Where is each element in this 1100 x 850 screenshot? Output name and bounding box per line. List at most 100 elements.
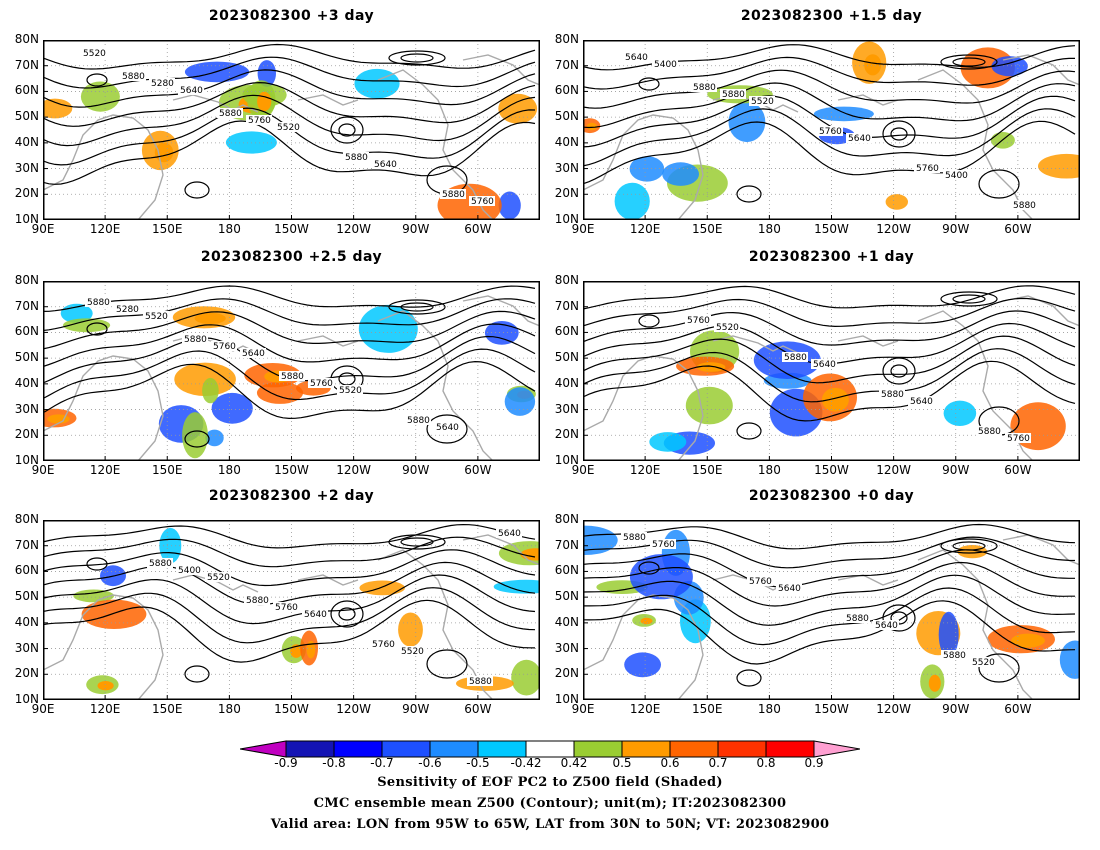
- longitude-label: 120W: [336, 463, 372, 477]
- longitude-label: 90E: [31, 702, 55, 716]
- closed-contour: [388, 50, 446, 66]
- colorbar-segment: [765, 740, 815, 758]
- contour-label-bg: [308, 378, 334, 388]
- longitude-label: 120W: [336, 702, 372, 716]
- contour-label-bg: [914, 163, 940, 173]
- contour-label-bg: [178, 85, 204, 95]
- longitude-label: 90E: [571, 222, 595, 236]
- contour-label-bg: [817, 126, 843, 136]
- closed-contour: [330, 600, 364, 628]
- colorbar-high-triangle: [813, 740, 860, 758]
- longitude-label: 120E: [629, 702, 661, 716]
- contour-label-bg: [811, 359, 837, 369]
- z500-contour: [583, 335, 1076, 384]
- contour-label-bg: [182, 334, 208, 344]
- latitude-label: 50N: [14, 589, 39, 604]
- closed-contour: [736, 669, 762, 687]
- colorbar-segment: [717, 740, 767, 758]
- latitude-label: 60N: [554, 563, 579, 578]
- contour-label: 5880: [281, 372, 304, 382]
- contour-label-bg: [621, 532, 647, 542]
- z500-contour: [583, 523, 1076, 550]
- positive-sensitivity-core: [306, 640, 316, 659]
- negative-sensitivity-area: [943, 400, 977, 426]
- contour-label: 5760: [916, 164, 939, 174]
- contour-label: 5640: [436, 423, 459, 433]
- z500-contour: [43, 360, 536, 420]
- map-panel: 5520 5640 5640 5760 5760 5880 5880 5880: [583, 281, 1080, 461]
- contour-label: 5880: [184, 335, 207, 345]
- negative-sensitivity-area: [498, 191, 521, 220]
- longitude-label: 150W: [814, 702, 849, 716]
- caption-line-1: Sensitivity of EOF PC2 to Z500 field (Sh…: [377, 775, 723, 790]
- z500-contour: [43, 523, 536, 549]
- closed-contour: [940, 54, 998, 70]
- panel-title: 2023082300 +2 day: [208, 488, 375, 504]
- latitude-label: 20N: [14, 186, 39, 201]
- colorbar-low-triangle: [240, 740, 287, 758]
- positive-sensitivity-core: [928, 674, 941, 692]
- contour-label: 5880: [693, 83, 716, 93]
- negative-sensitivity-area: [205, 429, 224, 447]
- contour-label-bg: [970, 657, 996, 667]
- z500-contour: [583, 95, 1076, 148]
- colorbar-tick-label: -0.6: [418, 756, 442, 770]
- contour-label: 5880: [246, 596, 269, 606]
- z500-contour: [43, 536, 536, 568]
- latitude-label: 50N: [554, 589, 579, 604]
- coastline: [1002, 534, 1080, 566]
- positive-sensitivity-area: [1038, 153, 1080, 179]
- latitude-label: 20N: [14, 666, 39, 681]
- contour-label-bg: [147, 558, 173, 568]
- latitude-label: 60N: [14, 324, 39, 339]
- contour-label-bg: [1011, 200, 1037, 210]
- latitude-label: 70N: [554, 298, 579, 313]
- z500-contour: [583, 600, 1076, 665]
- contour-label: 5760: [471, 197, 494, 207]
- longitude-label: 90E: [571, 463, 595, 477]
- positive-sensitivity-core: [864, 54, 882, 76]
- colorbar-tick-label: 0.7: [708, 756, 728, 770]
- latitude-label: 40N: [14, 614, 39, 629]
- contour-label-bg: [691, 82, 717, 92]
- contour-label: 5640: [778, 584, 801, 594]
- longitude-label: 90W: [942, 222, 970, 236]
- colorbar-tick-label: -0.42: [510, 756, 542, 770]
- contour-label-bg: [623, 52, 649, 62]
- contour-label: 5400: [654, 60, 677, 70]
- longitude-label: 180: [217, 702, 241, 716]
- contour-label-bg: [943, 170, 969, 180]
- z500-contour: [583, 360, 1076, 422]
- contour-label-bg: [399, 646, 425, 656]
- contour-label: 5760: [819, 127, 842, 137]
- negative-sensitivity-area: [624, 652, 661, 678]
- closed-contour: [400, 537, 434, 547]
- longitude-label: 60W: [1004, 702, 1032, 716]
- contour-label-bg: [149, 78, 175, 88]
- colorbar-segment: [669, 740, 719, 758]
- negative-sensitivity-area: [629, 554, 693, 600]
- closed-contour: [638, 314, 660, 328]
- latitude-label: 60N: [14, 563, 39, 578]
- longitude-label: 150W: [274, 463, 309, 477]
- contour-label-bg: [879, 389, 905, 399]
- contour-label: 5640: [180, 86, 203, 96]
- map-panel: 5400 5520 5640 5400 5640 5880 5760 5760 5880 5880: [583, 40, 1080, 220]
- closed-contour: [736, 185, 762, 203]
- latitude-label: 80N: [554, 32, 579, 46]
- contour-label: 5760: [248, 116, 271, 126]
- map-panel: 5520 5640 5520 5640 5400 5760 5760 5880 5880 5880: [43, 520, 540, 700]
- contour-label-bg: [205, 572, 231, 582]
- colorbar-segment: [429, 740, 479, 758]
- contour-label-bg: [685, 315, 711, 325]
- negative-sensitivity-area: [211, 392, 253, 424]
- z500-contour: [43, 94, 536, 147]
- latitude-label: 30N: [554, 160, 579, 175]
- closed-contour: [338, 607, 356, 621]
- latitude-label: 80N: [14, 32, 39, 46]
- closed-contour: [426, 649, 468, 679]
- latitude-label: 40N: [14, 375, 39, 390]
- contour-label-bg: [467, 676, 493, 686]
- contour-label: 5880: [881, 390, 904, 400]
- contour-label-bg: [976, 426, 1002, 436]
